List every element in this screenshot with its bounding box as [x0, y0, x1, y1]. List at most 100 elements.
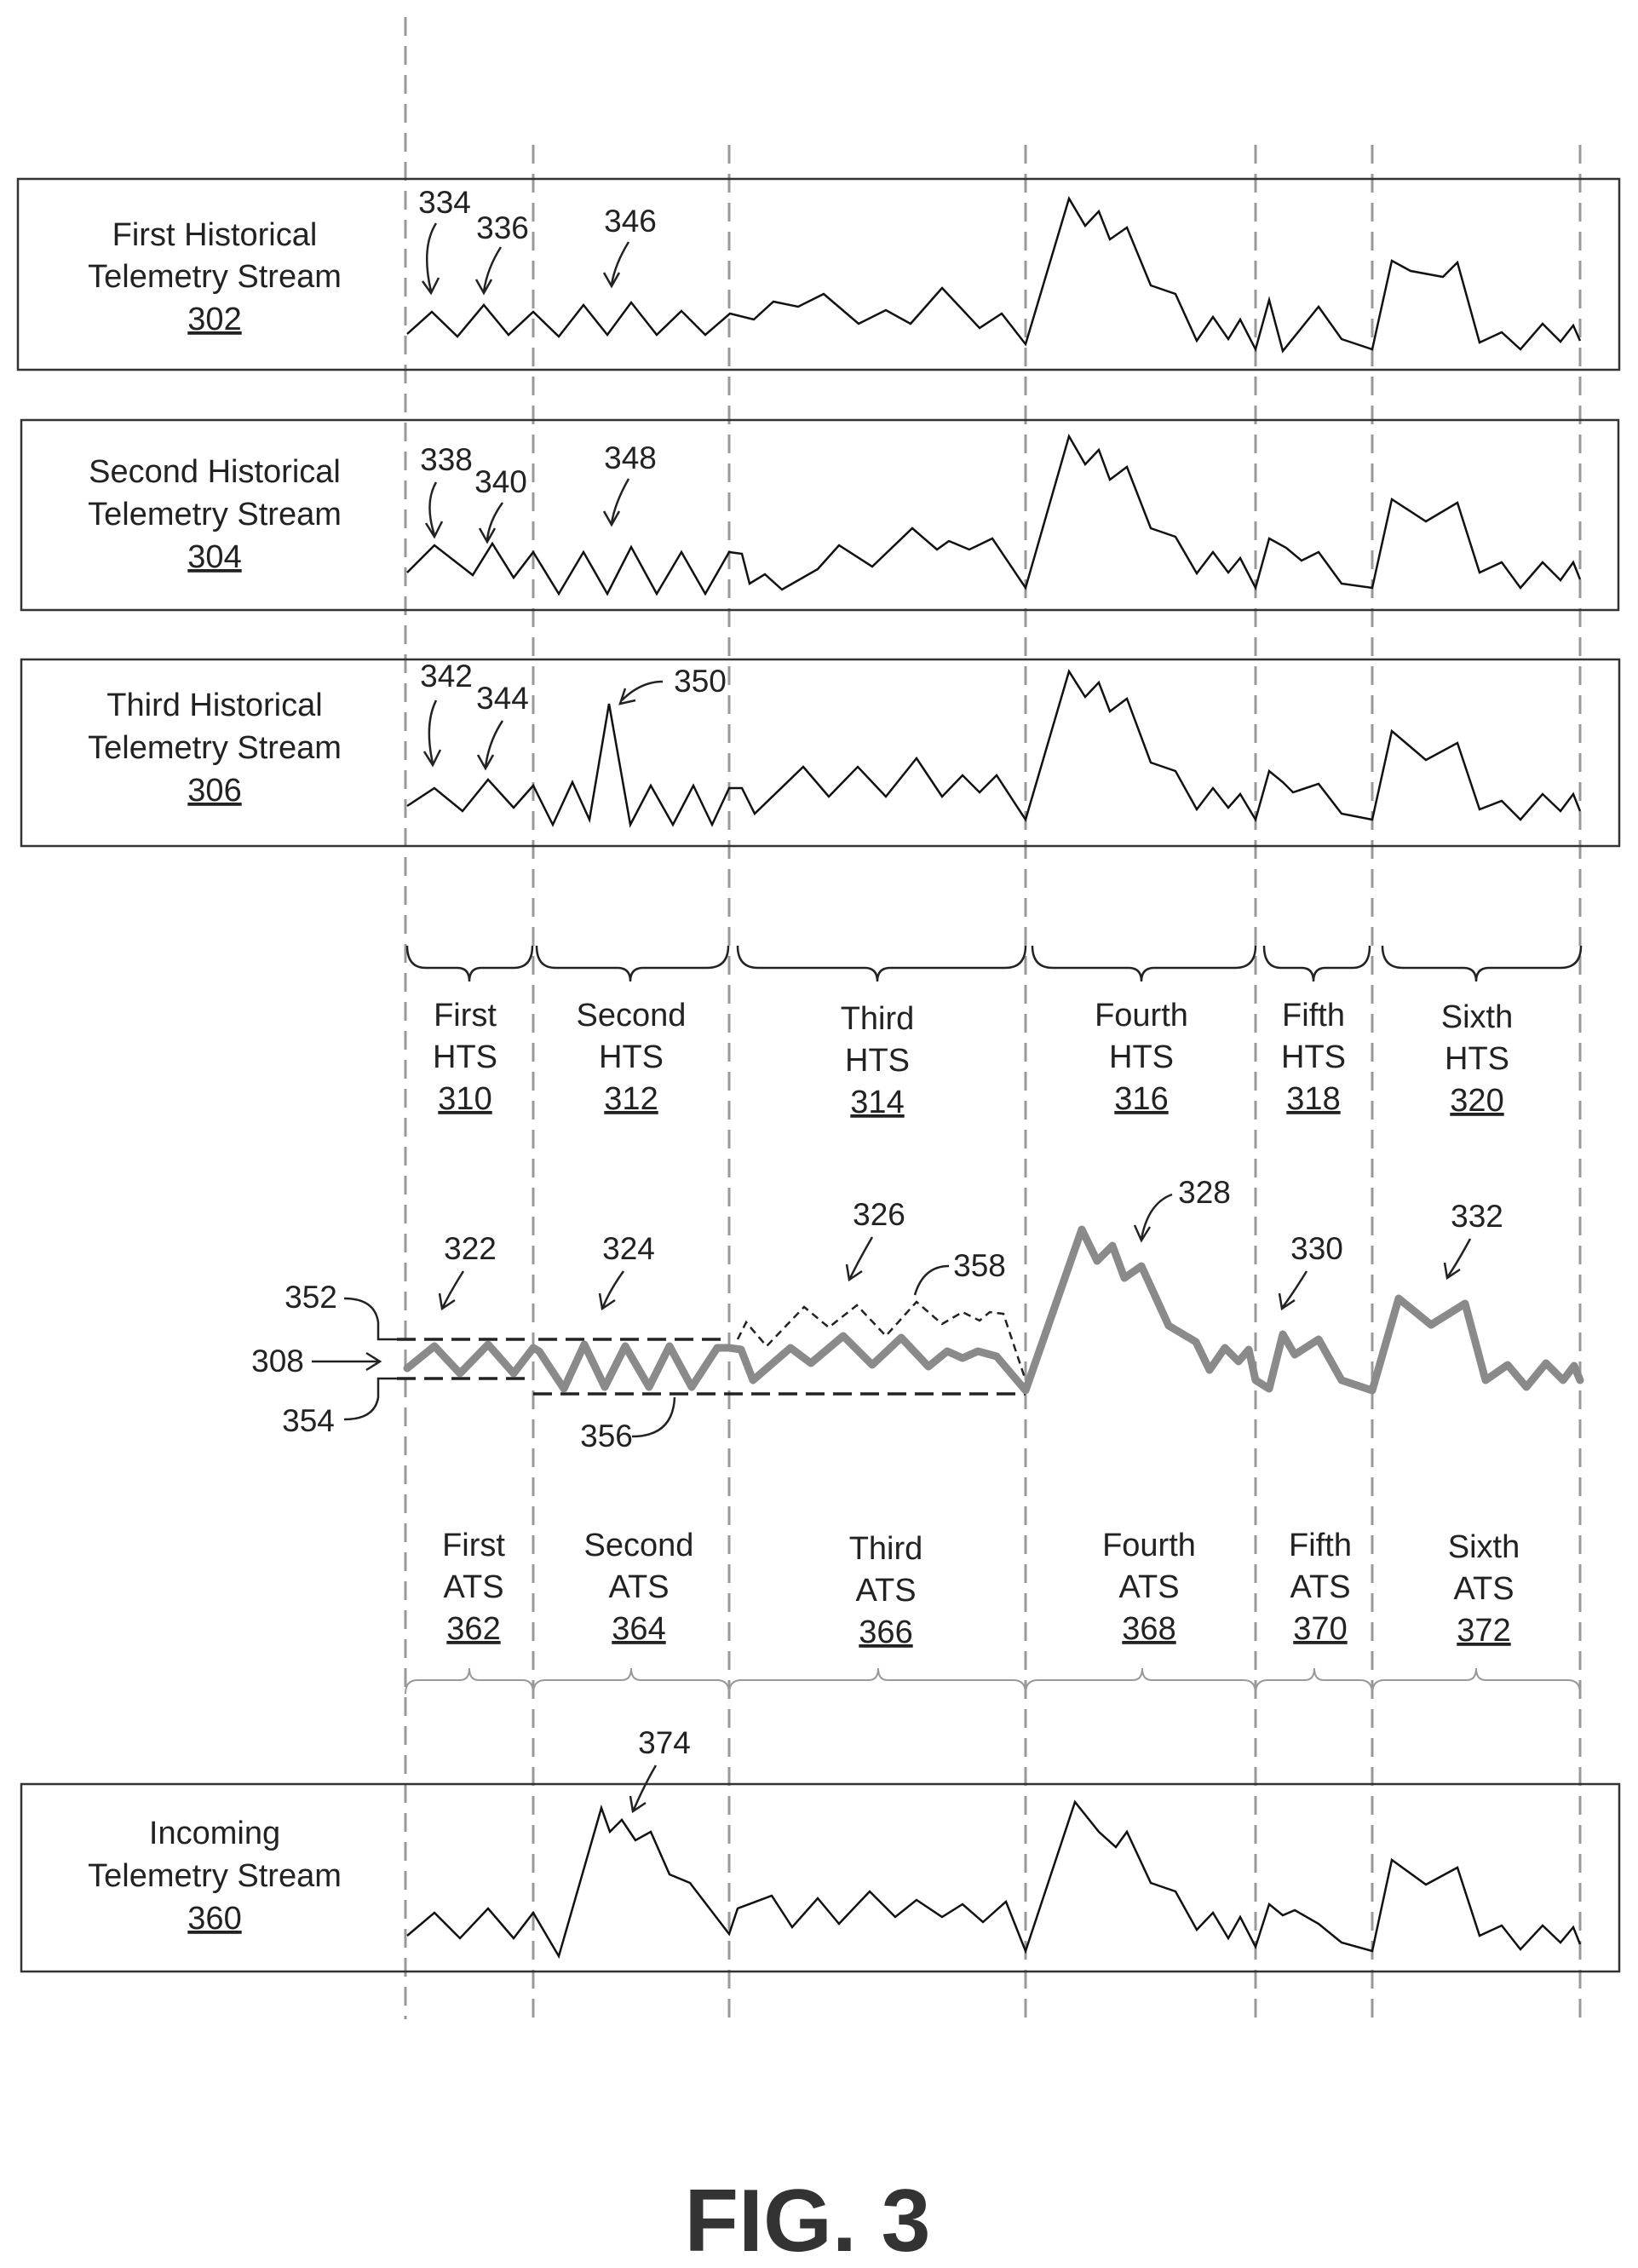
stream-box [20, 418, 1620, 612]
stream-label-line1: First Historical [112, 217, 318, 253]
leader-358 [913, 1264, 950, 1296]
ats-word: Sixth [1448, 1529, 1520, 1565]
callout-arrow [424, 481, 444, 539]
ats-ref: 368 [1122, 1611, 1175, 1647]
hts-brace [535, 945, 730, 982]
telemetry-trace [406, 433, 1582, 596]
second-historical-stream-panel: Second Historical Telemetry Stream 304 3… [20, 418, 1620, 612]
stream-ref-number: 360 [187, 1901, 241, 1937]
ats-ref: 366 [859, 1615, 912, 1650]
hts-ref: 316 [1114, 1081, 1168, 1117]
ats-abbr: ATS [855, 1573, 916, 1609]
callout-374: 374 [638, 1725, 691, 1760]
leader-356 [631, 1396, 676, 1438]
callout-arrow [618, 680, 664, 705]
ats-brace [1025, 1667, 1256, 1695]
third-historical-stream-panel: Third Historical Telemetry Stream 306 34… [20, 658, 1621, 848]
hts-ref: 312 [604, 1081, 658, 1117]
hts-abbr: HTS [599, 1039, 664, 1075]
stream-label-line1: Second Historical [89, 454, 341, 490]
ats-word: Fifth [1289, 1528, 1352, 1563]
telemetry-trace [406, 195, 1582, 354]
stream-ref-number: 302 [187, 302, 241, 337]
callout-arrow [474, 246, 503, 296]
ats-brace [405, 1667, 534, 1695]
callout-324: 324 [602, 1231, 655, 1266]
segment-dividers [404, 17, 1582, 2019]
ats-abbr: ATS [1118, 1569, 1179, 1605]
ats-abbr: ATS [443, 1569, 503, 1605]
callout-336: 336 [476, 210, 529, 245]
ats-brace [532, 1667, 730, 1695]
hts-abbr: HTS [1445, 1041, 1509, 1077]
incoming-stream-panel: Incoming Telemetry Stream 360 374 [20, 1725, 1621, 1973]
hts-abbr: HTS [1109, 1039, 1174, 1075]
callout-arrow [476, 720, 504, 771]
callout-346: 346 [604, 204, 657, 239]
callout-arrow [598, 1270, 625, 1311]
callout-326: 326 [853, 1197, 905, 1232]
hts-word: First [434, 998, 497, 1033]
ats-ref: 370 [1293, 1611, 1347, 1647]
callout-arrow [422, 699, 442, 768]
ats-word: Second [584, 1528, 694, 1563]
callout-arrow [478, 502, 504, 544]
telemetry-model: 352 308 354 356 358 322 324 326 328 330 … [251, 1175, 1584, 1453]
figure-label: FIG. 3 [685, 2172, 931, 2268]
stream-ref-number: 304 [187, 539, 241, 575]
callout-348: 348 [604, 440, 657, 475]
callout-arrow [629, 1764, 658, 1814]
callout-328: 328 [1178, 1175, 1231, 1210]
hts-brace [405, 945, 534, 982]
ats-segments: First ATS 362 Second ATS 364 Third ATS 3… [405, 1528, 1581, 1695]
callout-arrow [1278, 1270, 1308, 1311]
ats-word: Third [849, 1531, 923, 1567]
arrow-308 [312, 1351, 382, 1372]
bracket-354 [343, 1377, 397, 1421]
ats-brace [1371, 1667, 1581, 1695]
hts-word: Third [841, 1001, 915, 1037]
callout-338: 338 [420, 442, 473, 477]
hts-word: Fourth [1095, 998, 1188, 1033]
callout-330: 330 [1290, 1231, 1343, 1266]
ats-word: Fourth [1102, 1528, 1196, 1563]
callout-arrow [421, 222, 440, 296]
ats-abbr: ATS [1453, 1571, 1514, 1607]
callout-arrow [602, 478, 630, 527]
hts-ref: 310 [438, 1081, 491, 1117]
stream-label-line2: Telemetry Stream [88, 730, 342, 766]
model-trace [403, 1225, 1584, 1395]
first-historical-stream-panel: First Historical Telemetry Stream 302 33… [16, 177, 1621, 371]
callout-340: 340 [474, 464, 527, 499]
callout-arrow [438, 1270, 465, 1311]
callout-344: 344 [476, 681, 529, 716]
callout-322: 322 [444, 1231, 497, 1266]
stream-label-line2: Telemetry Stream [88, 497, 342, 532]
ats-abbr: ATS [1290, 1569, 1350, 1605]
threshold-line-358 [736, 1300, 1027, 1381]
stream-label-line1: Incoming [149, 1816, 280, 1851]
stream-box [20, 1782, 1621, 1973]
hts-ref: 320 [1450, 1083, 1503, 1119]
hts-word: Sixth [1441, 999, 1513, 1035]
hts-brace [1262, 945, 1371, 982]
ats-ref: 364 [612, 1611, 665, 1647]
callout-358: 358 [953, 1248, 1006, 1283]
ats-brace [1255, 1667, 1373, 1695]
hts-ref: 314 [850, 1085, 904, 1120]
ats-ref: 372 [1457, 1613, 1510, 1649]
hts-word: Second [577, 998, 687, 1033]
callout-332: 332 [1451, 1199, 1503, 1234]
telemetry-trace [406, 668, 1582, 828]
callout-arrow [602, 241, 630, 289]
callout-342: 342 [420, 659, 473, 694]
stream-ref-number: 306 [187, 773, 241, 809]
callout-350: 350 [674, 664, 727, 699]
hts-abbr: HTS [1281, 1039, 1346, 1075]
stream-box [20, 658, 1621, 848]
telemetry-trace [406, 1799, 1582, 1960]
ats-ref: 362 [446, 1611, 500, 1647]
ats-brace [728, 1667, 1026, 1695]
callout-arrow [1443, 1238, 1472, 1281]
